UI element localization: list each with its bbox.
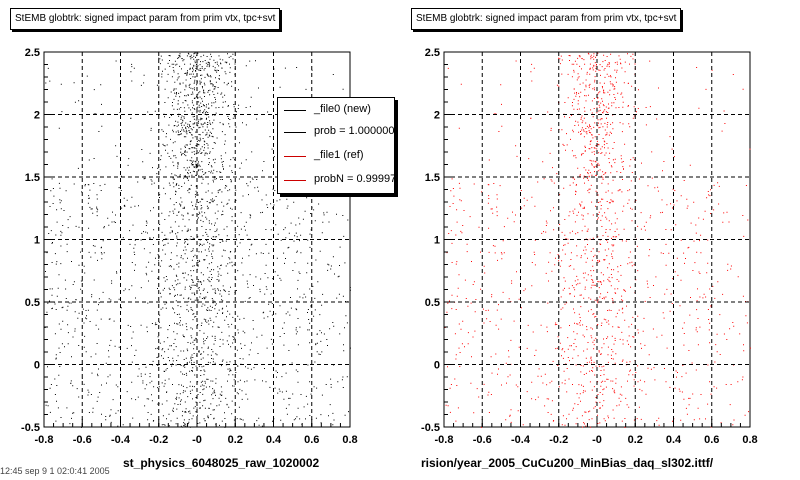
right-x-axis-label: rision/year_2005_CuCu200_MinBias_daq_sl3… <box>421 456 714 470</box>
footnote: 12:45 sep 9 1 02:0:41 2005 <box>0 466 110 476</box>
legend-swatch <box>284 156 306 157</box>
x-tick-label: -0.2 <box>549 434 568 446</box>
legend-label: prob = 1.000000 <box>314 125 395 137</box>
legend-swatch <box>284 180 306 181</box>
y-tick-label: 0.5 <box>425 297 440 309</box>
left-x-axis-label: st_physics_6048025_raw_1020002 <box>123 456 320 470</box>
left-chart-title: StEMB globtrk: signed impact param from … <box>10 8 281 30</box>
y-tick-label: 1 <box>34 235 40 247</box>
x-tick-label: -0.4 <box>111 434 131 446</box>
y-tick-label: 2 <box>434 110 440 122</box>
x-tick-label: -0.8 <box>435 434 454 446</box>
y-tick-label: 2.5 <box>425 47 440 59</box>
x-tick-label: 0.4 <box>666 434 682 446</box>
x-tick-label: 0.8 <box>742 434 757 446</box>
x-tick-label: -0.6 <box>473 434 492 446</box>
legend-entry-file0: _file0 (new) <box>278 100 394 120</box>
legend-swatch <box>284 110 306 111</box>
x-tick-label: -0.8 <box>35 434 54 446</box>
legend-entry-probn: probN = 0.999977 <box>278 170 395 190</box>
y-tick-label: 2.5 <box>25 47 40 59</box>
legend-entry-file1: _file1 (ref) <box>278 146 394 166</box>
x-tick-label: 0.6 <box>704 434 719 446</box>
x-tick-label: 0.2 <box>228 434 243 446</box>
legend: _file0 (new) prob = 1.000000 _file1 (ref… <box>277 97 395 194</box>
legend-swatch <box>284 132 306 133</box>
x-tick-label: -0 <box>192 434 202 446</box>
y-tick-label: 2 <box>34 110 40 122</box>
x-tick-label: 0.8 <box>342 434 357 446</box>
x-tick-label: 0.6 <box>304 434 319 446</box>
x-tick-label: 0.4 <box>266 434 282 446</box>
x-tick-label: 0.2 <box>628 434 643 446</box>
y-tick-label: -0.5 <box>421 422 440 434</box>
y-tick-label: 1.5 <box>25 172 40 184</box>
x-tick-label: -0.4 <box>511 434 531 446</box>
y-tick-label: 1 <box>434 235 440 247</box>
right-scatter-plot: -0.8 -0.6 -0.4 -0.2 -0 0.2 0.4 0.6 0.8 -0.5 0 0.5 1 1… <box>421 47 758 446</box>
y-tick-label: 1.5 <box>425 172 440 184</box>
y-tick-label: 0 <box>34 360 40 372</box>
legend-entry-prob: prob = 1.000000 <box>278 122 395 142</box>
x-tick-label: -0.2 <box>149 434 168 446</box>
legend-label: _file1 (ref) <box>314 149 364 161</box>
legend-label: probN = 0.999977 <box>314 173 395 185</box>
legend-label: _file0 (new) <box>314 103 371 115</box>
x-tick-label: -0 <box>592 434 602 446</box>
y-tick-label: -0.5 <box>21 422 40 434</box>
y-tick-label: 0 <box>434 360 440 372</box>
right-chart-title: StEMB globtrk: signed impact param from … <box>411 8 682 30</box>
left-scatter-plot: -0.8 -0.6 -0.4 -0.2 -0 0.2 0.4 0.6 0.8 -0.5 0 0.5 1 1… <box>21 47 358 446</box>
y-tick-label: 0.5 <box>25 297 40 309</box>
x-tick-label: -0.6 <box>73 434 92 446</box>
